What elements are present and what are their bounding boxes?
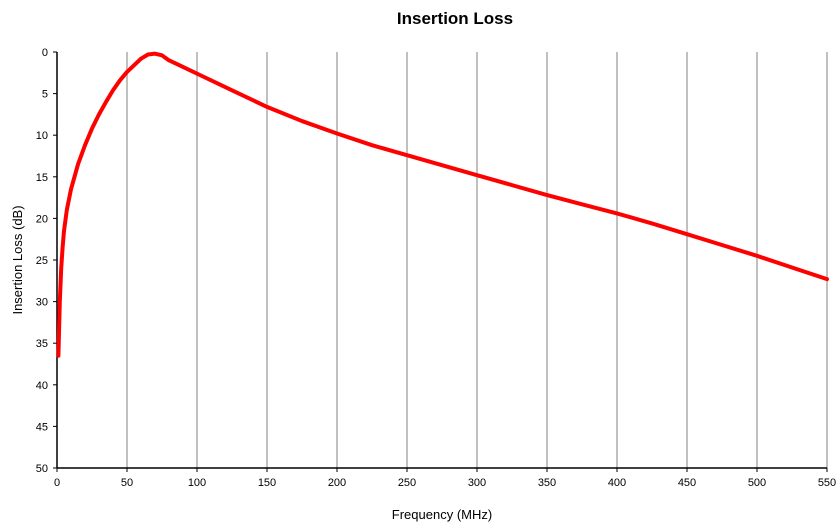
y-tick-labels: 0 5 10 15 20 25 30 35 40 45 50	[36, 47, 57, 475]
y-tick-label-25: 25	[36, 255, 48, 267]
chart-title: Insertion Loss	[397, 9, 513, 28]
x-tick-label-550: 550	[818, 477, 836, 489]
y-tick-label-50: 50	[36, 463, 48, 475]
x-tick-label-150: 150	[258, 477, 276, 489]
y-tick-label-15: 15	[36, 172, 48, 184]
series-line-0	[56, 51, 829, 358]
y-tick-label-0: 0	[42, 47, 48, 59]
y-tick-label-5: 5	[42, 89, 48, 101]
x-tick-label-300: 300	[468, 477, 486, 489]
x-tick-label-400: 400	[608, 477, 626, 489]
x-tick-label-350: 350	[538, 477, 556, 489]
y-axis-title: Insertion Loss (dB)	[10, 205, 25, 314]
x-tick-label-0: 0	[54, 477, 60, 489]
y-tick-label-20: 20	[36, 213, 48, 225]
y-tick-label-40: 40	[36, 380, 48, 392]
plot-area	[57, 52, 827, 468]
y-tick-label-45: 45	[36, 421, 48, 433]
y-tick-label-30: 30	[36, 297, 48, 309]
x-tick-labels: 0 50 100 150 200 250 300 350 400 450 500 550	[54, 468, 836, 489]
x-tick-label-450: 450	[678, 477, 696, 489]
x-tick-label-200: 200	[328, 477, 346, 489]
x-tick-label-500: 500	[748, 477, 766, 489]
x-tick-label-100: 100	[188, 477, 206, 489]
y-tick-label-35: 35	[36, 338, 48, 350]
x-axis-title: Frequency (MHz)	[392, 507, 492, 522]
x-tick-label-250: 250	[398, 477, 416, 489]
x-tick-label-50: 50	[121, 477, 133, 489]
series-layer	[56, 51, 829, 358]
y-tick-label-10: 10	[36, 130, 48, 142]
grid-lines	[126, 52, 828, 468]
